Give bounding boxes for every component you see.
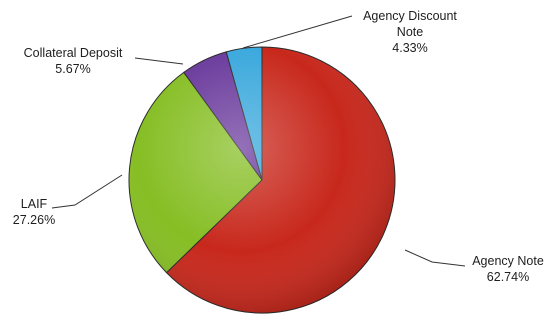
slice-label-laif: LAIF 27.26%: [13, 197, 55, 227]
slice-name: LAIF: [21, 197, 48, 211]
leader-line-laif: [51, 174, 123, 209]
slice-percent: 62.74%: [487, 270, 529, 284]
leader-lines: [51, 15, 466, 267]
pie-slices: [128, 46, 396, 314]
slice-labels: Agency Note 62.74% LAIF 27.26% Collateral De…: [13, 9, 544, 284]
leader-line-agency-discount-note: [242, 15, 353, 49]
slice-name: Agency Discount: [363, 9, 457, 23]
slice-percent: 27.26%: [13, 213, 55, 227]
slice-label-agency-discount-note: Agency Discount Note 4.33%: [363, 9, 457, 55]
slice-label-agency-note: Agency Note 62.74%: [472, 254, 544, 284]
leader-line-agency-note: [404, 249, 466, 267]
slice-percent: 5.67%: [55, 62, 90, 76]
slice-name: Agency Note: [472, 254, 544, 268]
slice-percent: 4.33%: [392, 41, 427, 55]
slice-name: Collateral Deposit: [24, 46, 123, 60]
leader-line-collateral-deposit: [134, 57, 184, 65]
slice-name: Note: [397, 25, 423, 39]
slice-label-collateral-deposit: Collateral Deposit 5.67%: [24, 46, 123, 76]
